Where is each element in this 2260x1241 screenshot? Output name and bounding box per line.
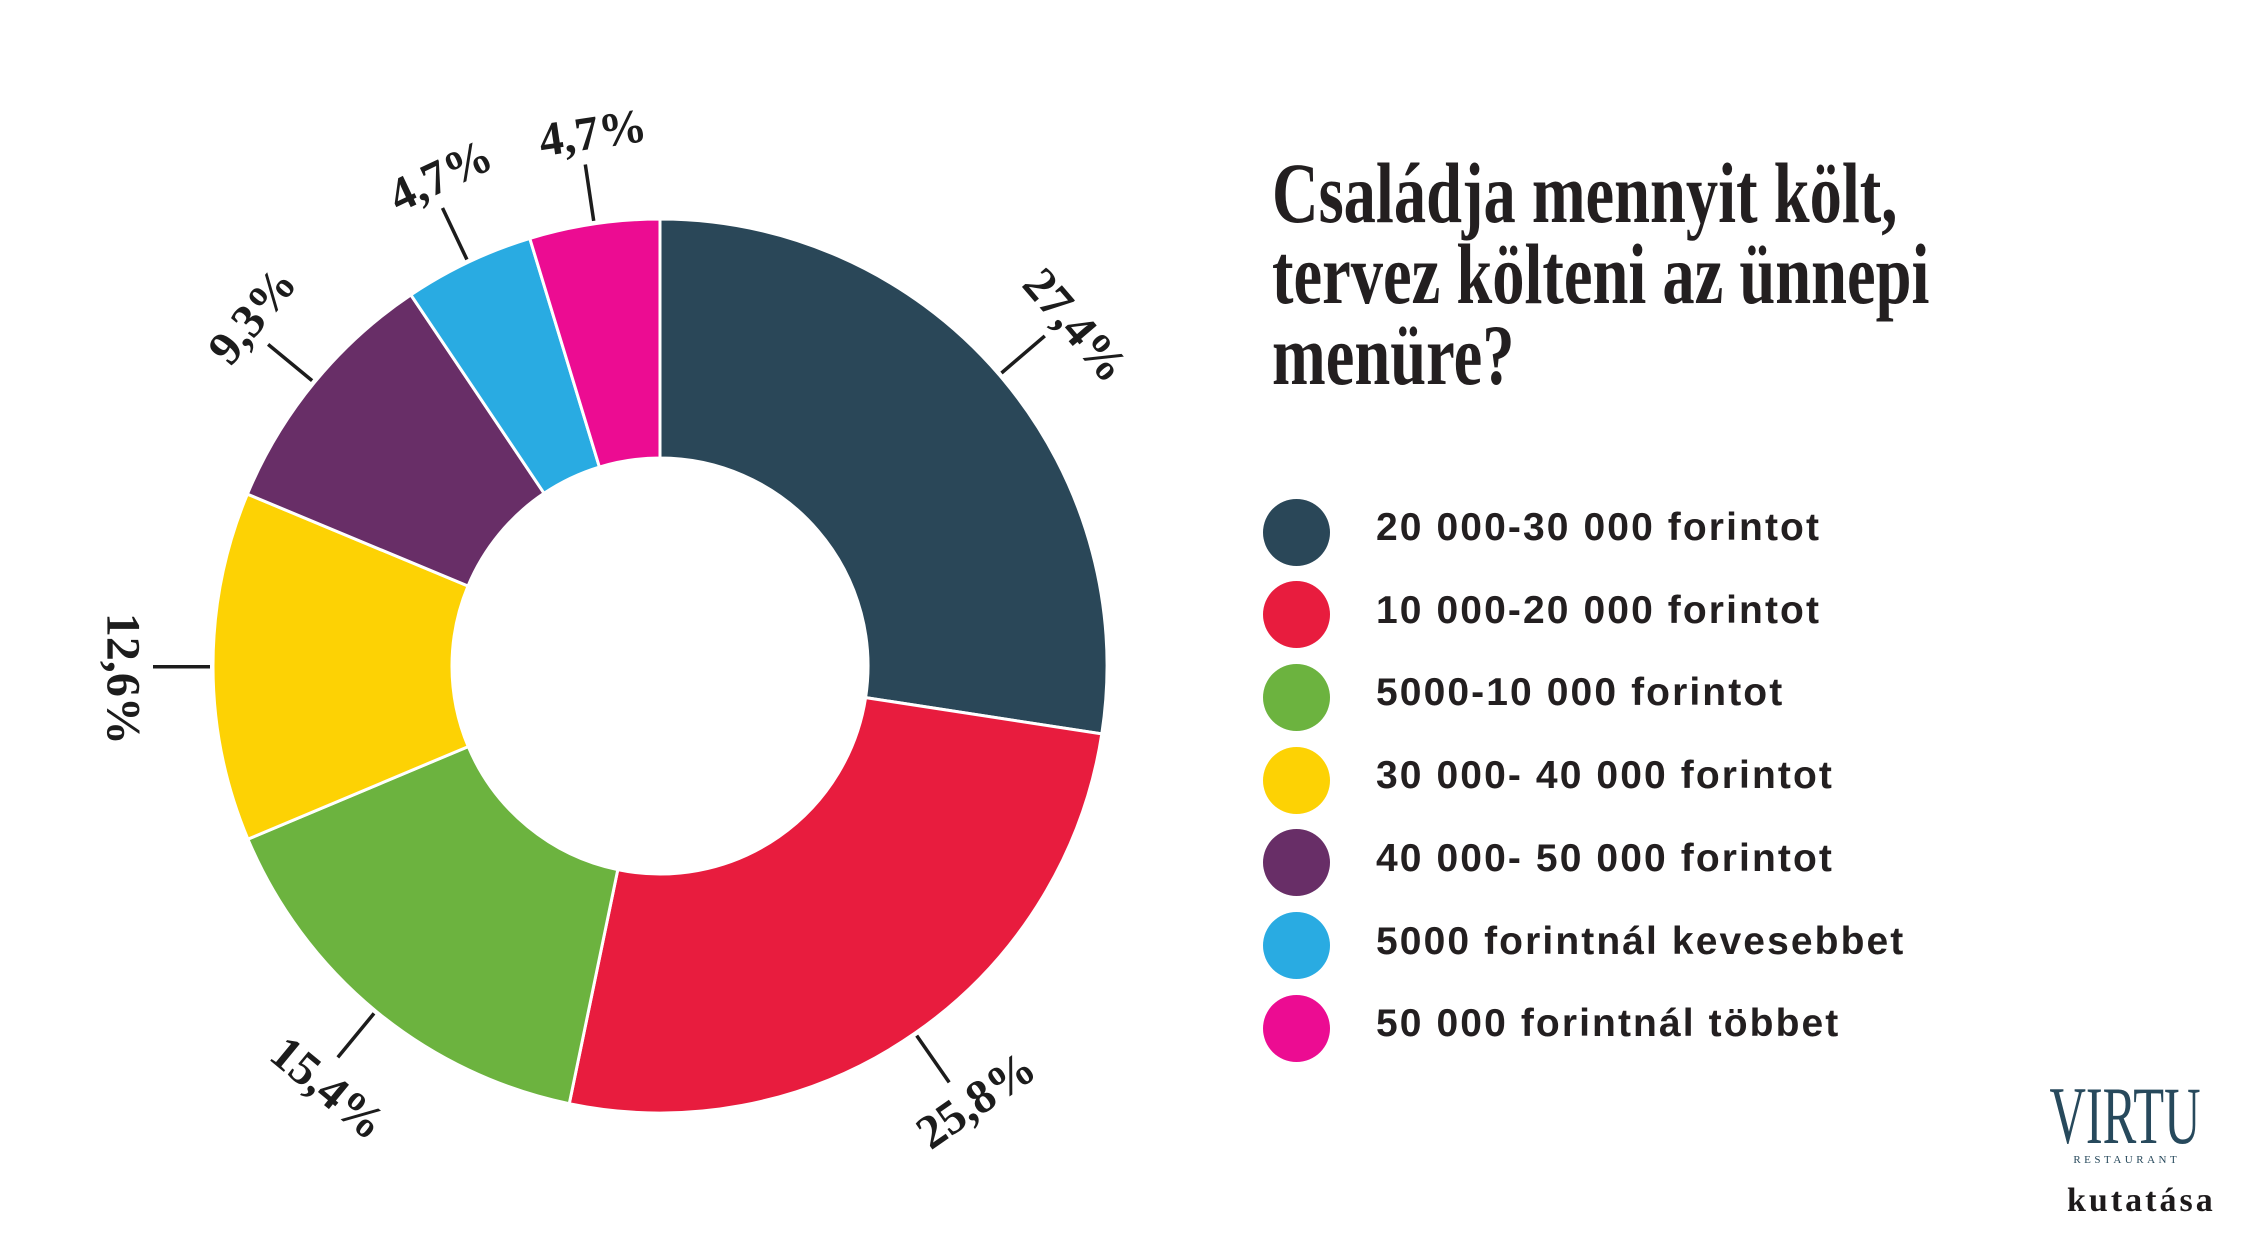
svg-text:12,6%: 12,6% [96,613,149,745]
svg-text:25,8%: 25,8% [907,1041,1046,1160]
svg-text:9,3%: 9,3% [198,258,308,375]
svg-text:4,7%: 4,7% [535,99,650,167]
svg-text:27,4%: 27,4% [1012,258,1138,393]
svg-text:4,7%: 4,7% [380,129,500,223]
svg-text:15,4%: 15,4% [260,1026,396,1151]
